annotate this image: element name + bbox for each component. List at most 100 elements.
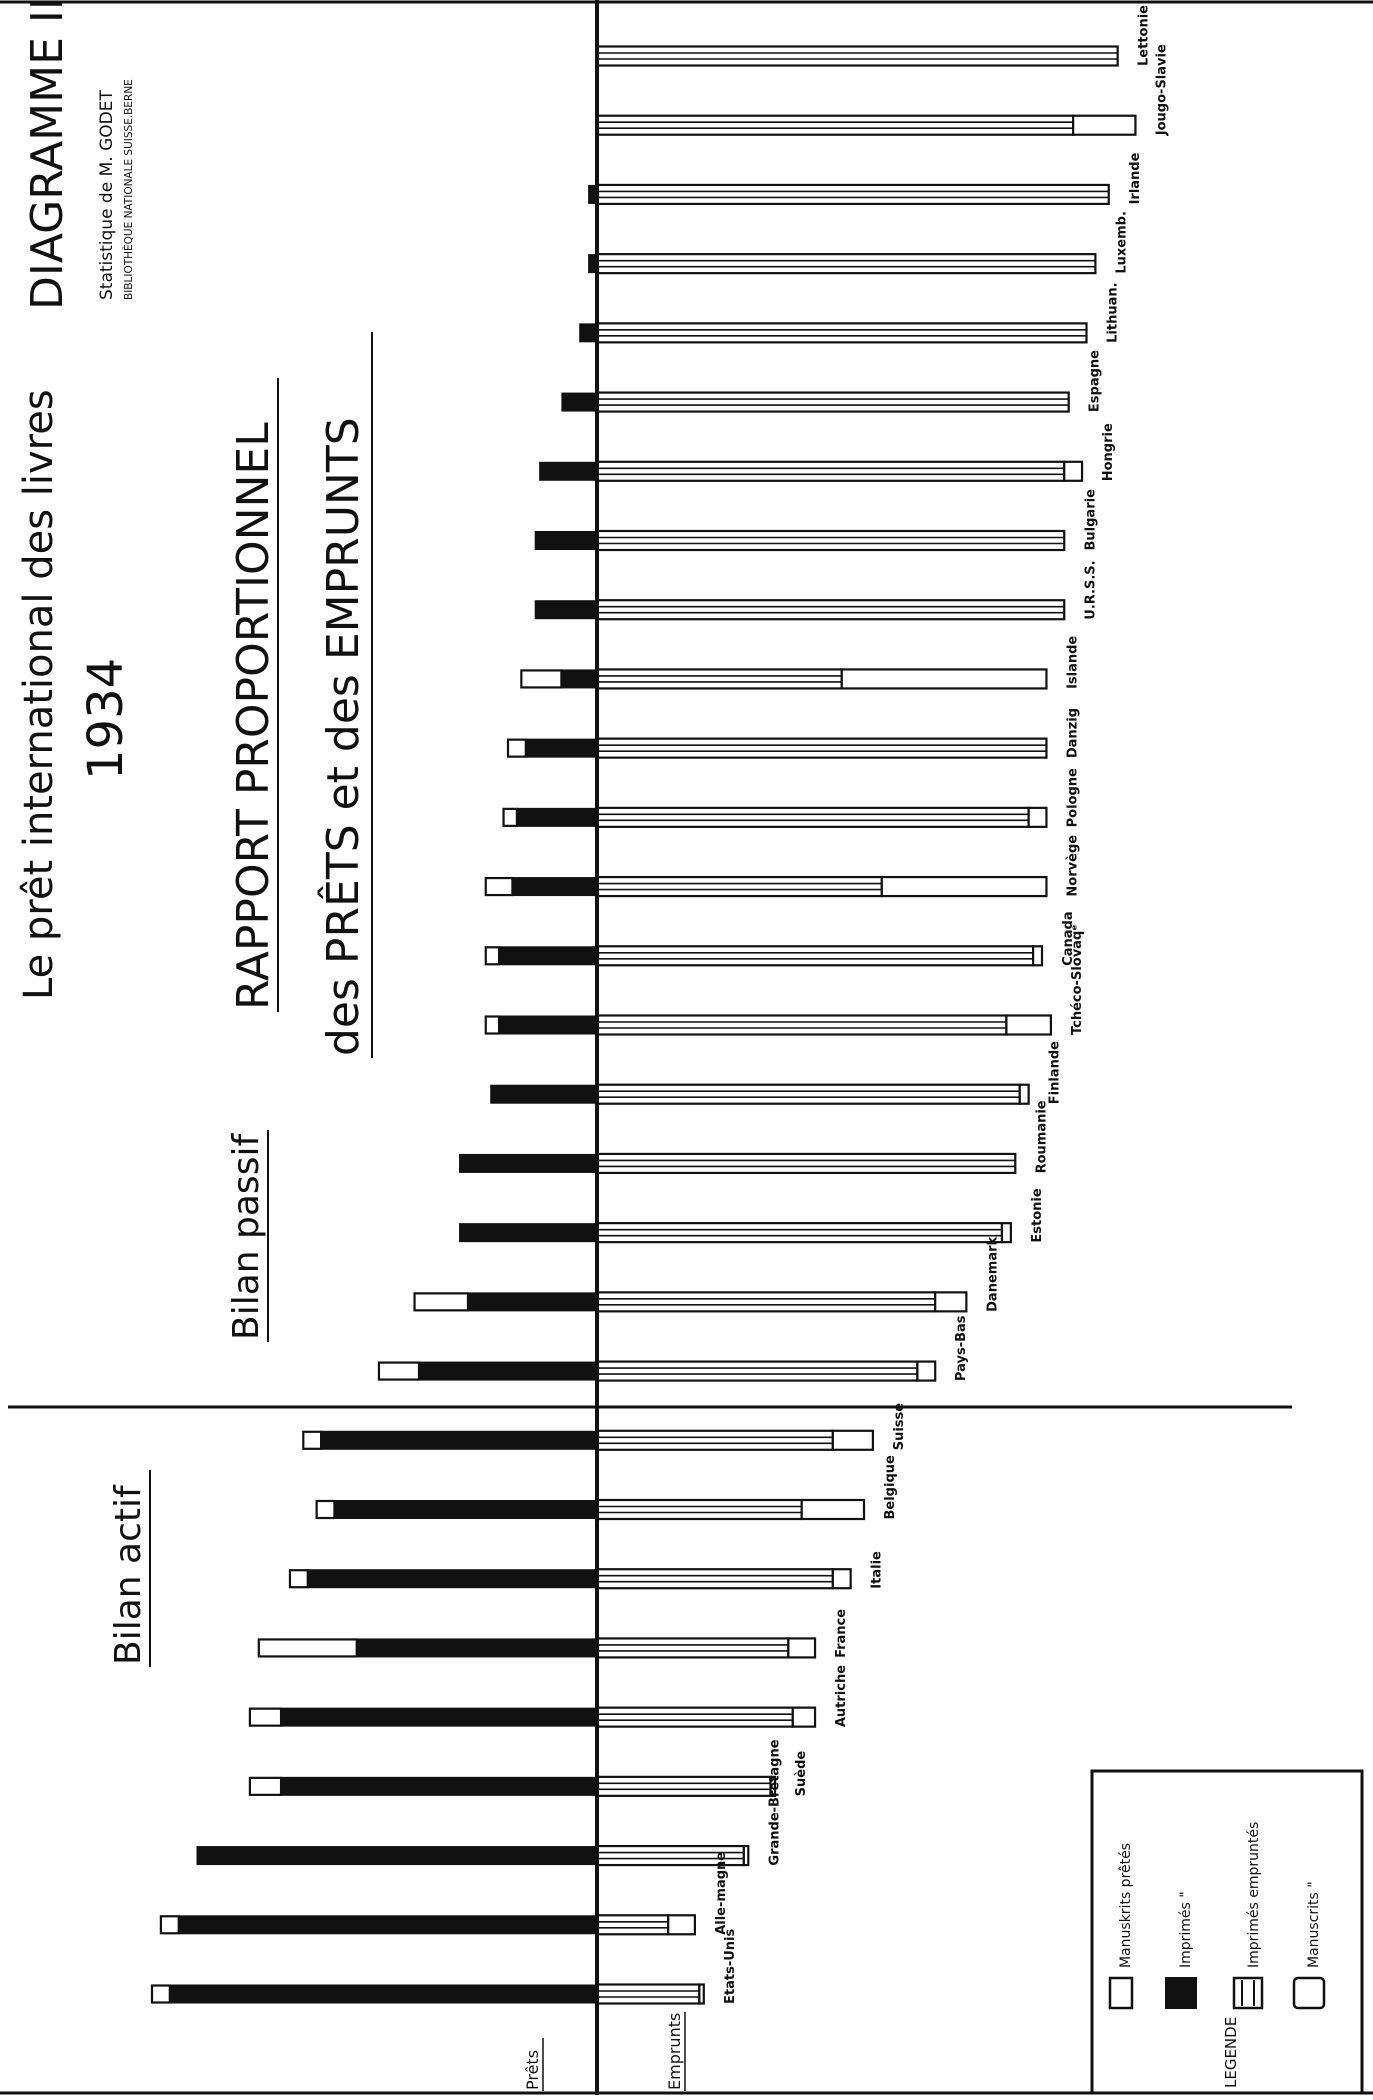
bar-manuscripts-borrowed-pays-bas [916, 1360, 937, 1382]
bar-printed-borrowed-pologne [595, 806, 1030, 828]
bar-printed-borrowed-france [595, 1637, 790, 1659]
bar-manuscripts-lent-pays-bas [377, 1361, 421, 1381]
bar-printed-borrowed-u-r-s-s [595, 599, 1066, 621]
axis-label-borrowings: Emprunts [665, 2013, 684, 2090]
bar-printed-lent-finlande [490, 1084, 597, 1104]
bar-manuscripts-borrowed-france [787, 1637, 817, 1659]
bar-printed-lent-allemagne [178, 1915, 597, 1935]
legend-item-printed-lent: Imprimés " [1178, 1891, 1194, 1968]
bar-printed-lent-norvege [512, 877, 597, 897]
bar-printed-lent-france [356, 1638, 597, 1658]
bar-printed-borrowed-roumanie [595, 1152, 1017, 1175]
bar-printed-lent-pologne [516, 807, 597, 827]
category-label-hongrie: Hongrie [1101, 423, 1116, 481]
bar-printed-borrowed-estonie [595, 1222, 1004, 1244]
bar-manuscripts-lent-suede [248, 1776, 283, 1796]
category-label-jougo-slavie: Jougo-Slavie [1154, 44, 1169, 136]
bar-printed-borrowed-suede [595, 1775, 772, 1797]
category-label-roumanie: Roumanie [1034, 1100, 1049, 1173]
category-label-etats-unis: Etats-Unis [723, 1929, 738, 2004]
bar-manuscripts-lent-france [257, 1638, 358, 1658]
bar-manuscripts-borrowed-islande [840, 668, 1048, 690]
bar-printed-borrowed-tcheco-slovaquie [595, 1014, 1008, 1036]
legend-swatch-manuscripts-lent [1108, 1976, 1134, 2010]
category-label-danemark: Danemark [985, 1236, 1000, 1311]
category-label-suisse: Suisse [892, 1403, 907, 1451]
bar-printed-borrowed-norvege [595, 875, 883, 898]
section-label-passive: Bilan passif [226, 1133, 267, 1340]
subtitle-line-2: des PRÊTS et des EMPRUNTS [316, 417, 369, 1056]
bar-printed-lent-belgique [334, 1500, 597, 1519]
source-line-1: Statistique de M. GODET [97, 90, 117, 300]
bar-printed-borrowed-lithuanie [595, 322, 1088, 344]
category-label-bulgarie: Bulgarie [1083, 489, 1098, 551]
bar-manuscripts-borrowed-grande-bretagne [742, 1844, 750, 1867]
category-label-espagne: Espagne [1088, 350, 1103, 412]
bar-manuscripts-lent-etats-unis [150, 1984, 171, 2004]
bar-printed-borrowed-jougo-slavie [595, 114, 1075, 136]
category-label-pologne: Pologne [1065, 768, 1080, 827]
bar-printed-borrowed-luxembourg [595, 253, 1097, 275]
bar-printed-lent-hongrie [539, 461, 597, 481]
category-label-france: France [834, 1609, 849, 1658]
bar-manuscripts-lent-suisse [302, 1430, 323, 1450]
bar-printed-borrowed-irlande [595, 183, 1110, 206]
bar-printed-borrowed-italie [595, 1568, 834, 1590]
bar-printed-lent-islande [561, 669, 597, 689]
bar-manuscripts-lent-tcheco-slovaquie [484, 1015, 501, 1035]
section-label-active: Bilan actif [108, 1484, 149, 1665]
bar-manuscripts-borrowed-pologne [1027, 806, 1048, 828]
bar-printed-lent-danzig [525, 738, 597, 758]
category-label-estonie: Estonie [1030, 1188, 1045, 1242]
bar-manuscripts-borrowed-estonie [1000, 1222, 1012, 1244]
category-label-canada: Canada [1061, 911, 1076, 965]
category-label-finlande: Finlande [1048, 1041, 1063, 1104]
bar-manuscripts-borrowed-hongrie [1063, 460, 1084, 482]
bar-printed-borrowed-pays-bas [595, 1360, 919, 1382]
bar-printed-borrowed-belgique [595, 1498, 803, 1521]
bar-manuscripts-lent-norvege [484, 876, 514, 897]
category-label-italie: Italie [870, 1551, 885, 1589]
bars-group [150, 45, 1137, 2005]
category-label-luxembourg: Luxemb. [1114, 211, 1129, 274]
category-label-irlande: Irlande [1128, 152, 1143, 204]
bar-printed-lent-estonie [459, 1223, 597, 1243]
legend: LEGENDE Manuskrits prêtés Imprimés " Imp… [1090, 1769, 1364, 2095]
category-label-suede: Suède [794, 1751, 809, 1797]
bar-printed-borrowed-suisse [595, 1429, 834, 1451]
bar-printed-borrowed-autriche [595, 1706, 794, 1728]
bar-manuscripts-borrowed-italie [831, 1568, 852, 1590]
axis-label-loans: Prêts [523, 2050, 542, 2090]
legend-item-manuscripts-lent: Manuskrits prêtés [1118, 1843, 1134, 1968]
bar-printed-lent-luxembourg [588, 254, 597, 274]
bar-printed-lent-u-r-s-s [534, 600, 597, 620]
category-label-autriche: Autriche [834, 1665, 849, 1727]
bar-manuscripts-borrowed-jougo-slavie [1072, 114, 1137, 136]
category-label-belgique: Belgique [883, 1455, 898, 1520]
category-label-pays-bas: Pays-Bas [954, 1315, 969, 1381]
source-line-2: BIBLIOTHÈQUE NATIONALE SUISSE.BERNE [122, 79, 135, 300]
bar-manuscripts-borrowed-suede [769, 1775, 777, 1797]
legend-swatch-printed-borrowed [1232, 1976, 1264, 2010]
bar-printed-lent-lithuanie [579, 323, 597, 343]
bar-printed-borrowed-canada [595, 945, 1035, 967]
bar-printed-lent-italie [307, 1569, 597, 1589]
bar-printed-lent-autriche [281, 1707, 597, 1727]
bar-manuscripts-lent-pologne [502, 807, 518, 827]
bar-manuscripts-borrowed-allemagne [667, 1914, 697, 1936]
bar-printed-lent-grande-bretagne [196, 1846, 597, 1866]
category-label-u-r-s-s: U.R.S.S. [1083, 560, 1098, 619]
legend-item-printed-borrowed: Imprimés empruntés [1246, 1822, 1262, 1968]
category-label-danzig: Danzig [1065, 708, 1080, 758]
bar-manuscripts-borrowed-etats-unis [698, 1983, 705, 2005]
bar-printed-lent-canada [499, 946, 597, 966]
legend-swatch-manuscripts-borrowed [1292, 1976, 1326, 2010]
bar-manuscripts-borrowed-tcheco-slovaquie [1005, 1014, 1053, 1036]
bar-printed-borrowed-islande [595, 668, 843, 690]
bar-manuscripts-borrowed-norvege [880, 875, 1048, 898]
bar-printed-lent-suisse [321, 1430, 597, 1450]
bar-printed-lent-suede [281, 1776, 597, 1796]
legend-title: LEGENDE [1222, 2017, 1240, 2088]
